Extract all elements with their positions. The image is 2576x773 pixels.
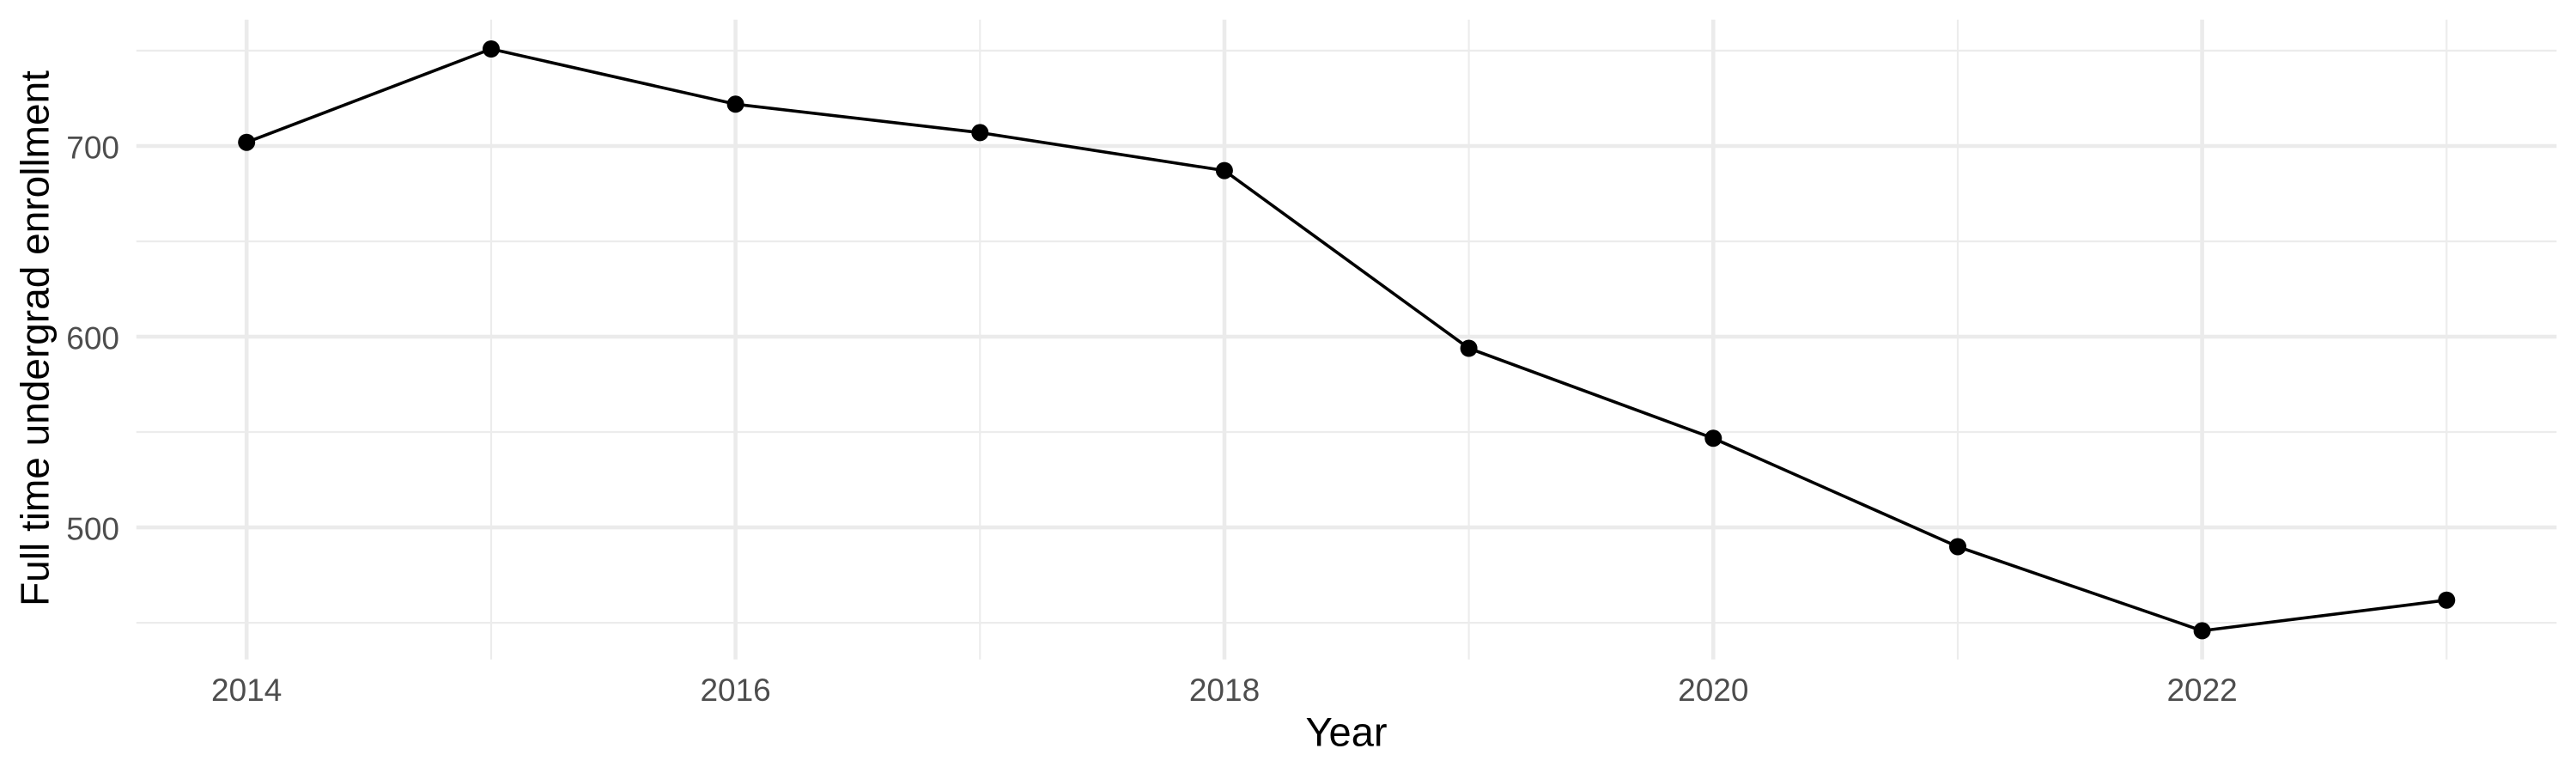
svg-text:2018: 2018 (1189, 673, 1260, 708)
svg-text:Year: Year (1306, 709, 1388, 755)
svg-text:600: 600 (66, 320, 119, 356)
svg-text:700: 700 (66, 130, 119, 165)
svg-text:2022: 2022 (2166, 673, 2237, 708)
svg-text:Full time undergrad enrollment: Full time undergrad enrollment (13, 70, 58, 606)
svg-text:2016: 2016 (700, 673, 770, 708)
svg-text:2014: 2014 (211, 673, 282, 708)
svg-text:2020: 2020 (1678, 673, 1748, 708)
svg-text:500: 500 (66, 512, 119, 547)
